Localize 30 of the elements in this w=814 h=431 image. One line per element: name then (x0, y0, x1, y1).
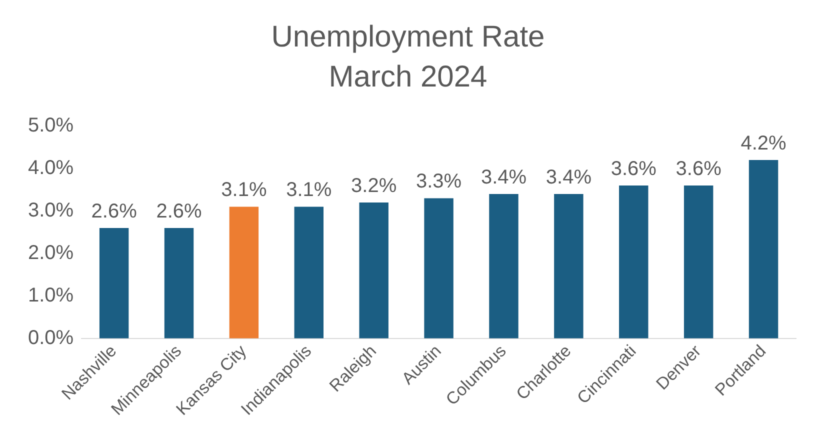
y-tick-label: 5.0% (28, 114, 74, 137)
data-label: 3.1% (221, 179, 267, 202)
y-tick-label: 1.0% (28, 284, 74, 306)
data-label: 4.2% (740, 132, 787, 154)
bar (684, 185, 714, 338)
y-tick-label: 2.0% (28, 242, 74, 264)
bar (554, 194, 584, 338)
bar (229, 206, 259, 338)
bar (619, 185, 648, 338)
bar (424, 198, 454, 338)
bar (164, 228, 194, 338)
y-tick-label: 4.0% (28, 157, 74, 179)
chart-subtitle: March 2024 (328, 60, 488, 94)
y-tick-label: 0.0% (28, 326, 74, 349)
bar (99, 228, 129, 338)
data-label: 3.6% (610, 158, 657, 180)
bar (359, 202, 388, 338)
bar (489, 194, 518, 338)
data-label: 2.6% (156, 200, 202, 222)
chart-title: Unemployment Rate (271, 20, 545, 54)
y-tick-label: 3.0% (28, 199, 74, 222)
data-label: 3.2% (351, 174, 397, 197)
data-label: 3.3% (416, 170, 462, 193)
bar (748, 160, 778, 338)
data-label: 3.4% (546, 166, 592, 188)
data-label: 3.6% (676, 158, 722, 180)
data-label: 2.6% (91, 200, 138, 222)
data-label: 3.4% (480, 166, 527, 188)
data-label: 3.1% (286, 179, 332, 202)
bar (294, 206, 324, 338)
